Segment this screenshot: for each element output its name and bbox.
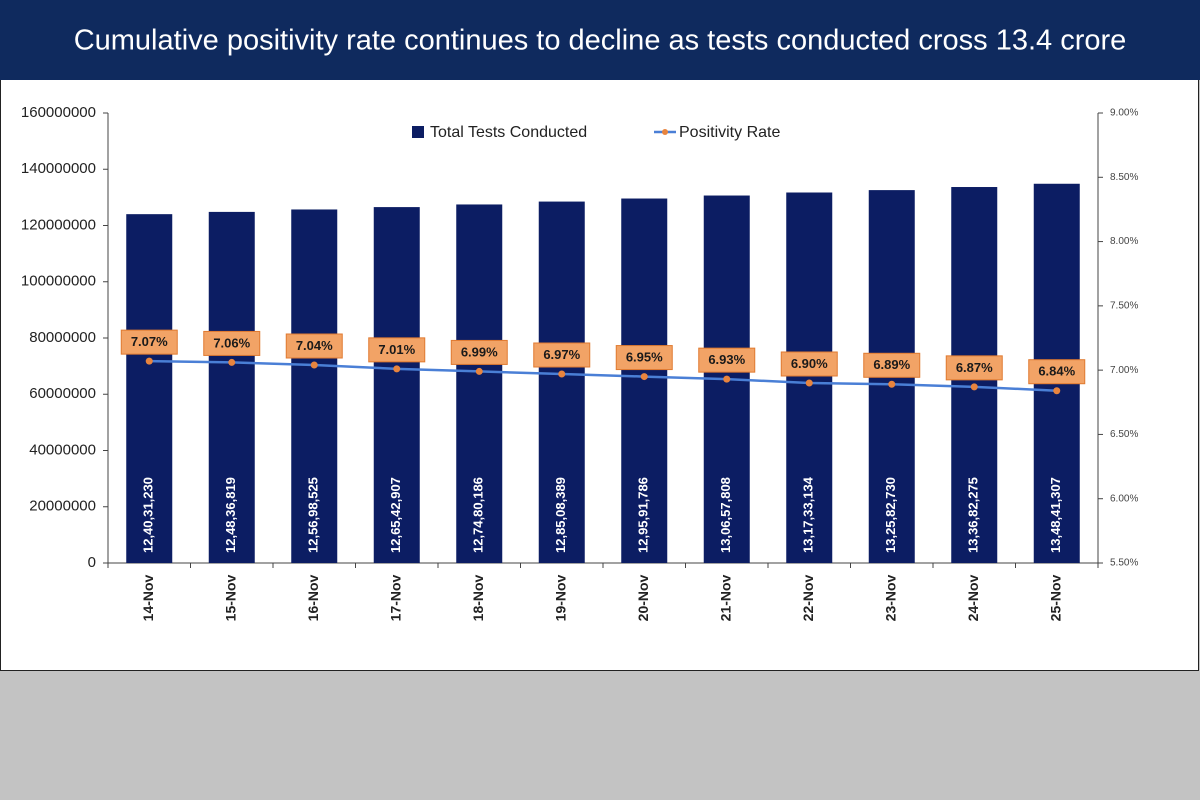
x-tick-label: 25-Nov [1047, 574, 1063, 621]
line-value-label: 6.89% [873, 357, 910, 372]
line-marker [558, 370, 566, 378]
y2-tick-label: 8.00% [1110, 236, 1138, 247]
bar-value-label: 13,36,82,275 [966, 477, 981, 553]
x-tick-label: 23-Nov [882, 574, 898, 621]
bar-value-label: 12,85,08,389 [553, 477, 568, 553]
bar-value-label: 12,74,80,186 [471, 477, 486, 553]
x-tick-label: 15-Nov [222, 574, 238, 621]
legend-marker [662, 129, 668, 135]
line-label-box [863, 352, 921, 378]
line-marker [888, 380, 896, 388]
chart-title: Cumulative positivity rate continues to … [74, 25, 1127, 57]
line-label-box [450, 339, 508, 365]
line-value-label: 7.04% [296, 338, 333, 353]
line-marker [805, 379, 813, 387]
y-tick-label: 80000000 [29, 329, 96, 346]
line-label-box [945, 355, 1003, 381]
line-marker [723, 375, 731, 383]
y2-tick-label: 9.00% [1110, 108, 1138, 119]
x-tick-label: 17-Nov [387, 574, 403, 621]
x-tick-label: 24-Nov [965, 574, 981, 621]
y2-tick-label: 6.50% [1110, 429, 1138, 440]
bar [538, 201, 585, 563]
y-tick-label: 60000000 [29, 385, 96, 402]
line-marker [970, 383, 978, 391]
bar-value-label: 12,40,31,230 [141, 477, 156, 553]
bar [208, 211, 255, 563]
x-tick-label: 19-Nov [552, 574, 568, 621]
line-value-label: 6.87% [956, 360, 993, 375]
line-label-box [615, 345, 673, 371]
x-tick-label: 21-Nov [717, 574, 733, 621]
bar [786, 192, 833, 564]
bar-value-label: 12,48,36,819 [223, 477, 238, 553]
y-tick-label: 40000000 [29, 441, 96, 458]
line-marker [310, 361, 318, 369]
y-tick-label: 20000000 [29, 498, 96, 515]
bar [456, 204, 503, 563]
line-value-label: 6.99% [461, 344, 498, 359]
y2-tick-label: 7.00% [1110, 365, 1138, 376]
line-label-box [203, 330, 261, 356]
bar-value-label: 13,06,57,808 [718, 477, 733, 553]
x-tick-label: 20-Nov [635, 574, 651, 621]
y-tick-label: 120000000 [21, 216, 96, 233]
line-value-label: 7.01% [378, 342, 415, 357]
line-value-label: 6.95% [626, 350, 663, 365]
bar [291, 209, 338, 563]
bar [621, 198, 668, 563]
line-label-box [533, 342, 591, 368]
bar-value-label: 13,17,33,134 [801, 476, 816, 553]
legend-label: Total Tests Conducted [430, 124, 587, 141]
bar-value-label: 13,25,82,730 [883, 477, 898, 553]
line-marker [640, 373, 648, 381]
line-value-label: 7.07% [131, 334, 168, 349]
line-label-box [1028, 359, 1086, 385]
line [149, 359, 1057, 392]
y2-tick-label: 8.50% [1110, 172, 1138, 183]
line-label-box [698, 347, 756, 373]
legend-label: Positivity Rate [679, 124, 780, 141]
x-tick-label: 18-Nov [470, 574, 486, 621]
line-marker [228, 358, 236, 366]
line-label-box [368, 337, 426, 363]
legend-swatch [412, 126, 424, 138]
line-value-label: 6.84% [1038, 364, 1075, 379]
line-label-box [120, 329, 178, 355]
line-value-label: 6.93% [708, 352, 745, 367]
y2-tick-label: 6.00% [1110, 493, 1138, 504]
y-tick-label: 0 [88, 554, 96, 571]
y2-tick-label: 7.50% [1110, 300, 1138, 311]
y-tick-label: 160000000 [21, 104, 96, 121]
slide [0, 0, 1199, 671]
line-marker [393, 365, 401, 373]
y-tick-label: 100000000 [21, 273, 96, 290]
bar-value-label: 13,48,41,307 [1048, 477, 1063, 553]
bar-value-label: 12,95,91,786 [636, 477, 651, 553]
line-label-box [780, 351, 838, 377]
line-marker [475, 367, 483, 375]
line-label-box [285, 333, 343, 359]
x-tick-label: 22-Nov [800, 574, 816, 621]
bar-value-label: 12,65,42,907 [388, 477, 403, 553]
y2-tick-label: 5.50% [1110, 558, 1138, 569]
line-marker [145, 357, 153, 365]
line-marker [1053, 387, 1061, 395]
line-value-label: 7.06% [213, 335, 250, 350]
x-tick-label: 16-Nov [305, 574, 321, 621]
bar [126, 214, 173, 563]
line-value-label: 6.90% [791, 356, 828, 371]
bar-value-label: 12,56,98,525 [306, 477, 321, 553]
y-tick-label: 140000000 [21, 160, 96, 177]
bar [373, 207, 420, 563]
x-tick-label: 14-Nov [140, 574, 156, 621]
line-value-label: 6.97% [543, 347, 580, 362]
title-bar [0, 0, 1200, 80]
